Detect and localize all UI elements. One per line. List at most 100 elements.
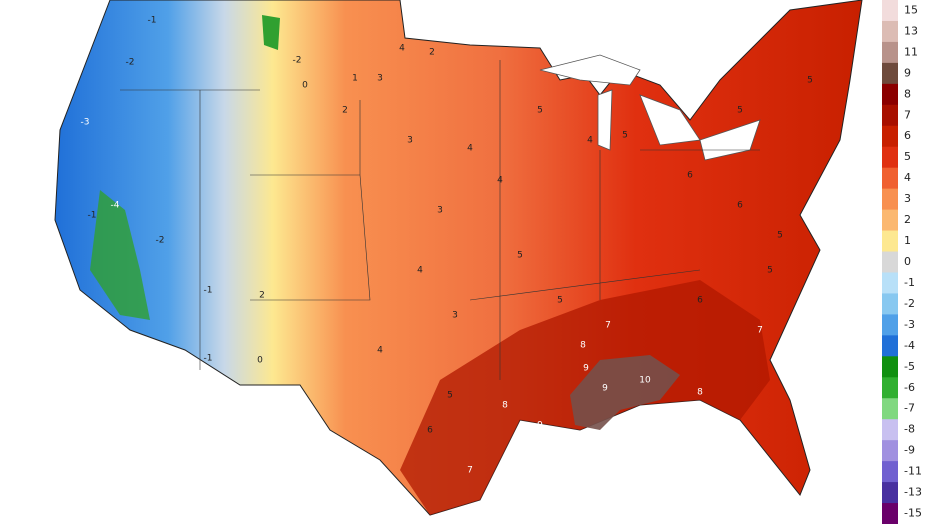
map-label: -3: [81, 118, 90, 128]
map-label: 5: [807, 76, 813, 86]
map-label: 10: [639, 376, 651, 386]
map-label: 8: [580, 341, 586, 351]
map-label: 2: [342, 106, 348, 116]
legend-swatch: [882, 0, 898, 22]
legend-swatch: [882, 440, 898, 462]
legend-label: -2: [904, 297, 915, 310]
legend: 15 13 11 9 8 7 6 5 4 3 2 1 0 -1 -2 -3 -4 -5 -6 -7 -8 -9 -11 -13…: [882, 0, 922, 524]
legend-label: 3: [904, 192, 911, 205]
legend-swatch: [882, 20, 898, 43]
legend-label: -6: [904, 381, 915, 394]
legend-swatch: [882, 83, 898, 106]
map-label: 4: [467, 144, 473, 154]
legend-label: 6: [904, 129, 911, 142]
legend-swatch: [882, 503, 898, 524]
legend-swatch: [882, 335, 898, 357]
state-borders: [120, 60, 760, 380]
map-label: 4: [497, 176, 503, 186]
legend-swatch: [882, 314, 898, 336]
map-label: -4: [111, 201, 120, 211]
map-label: 5: [767, 266, 773, 276]
legend-label: -4: [904, 339, 915, 352]
map-label: 6: [687, 171, 693, 181]
map-label: 5: [622, 131, 628, 141]
map-label: 2: [259, 291, 265, 301]
map-label: 3: [407, 136, 413, 146]
map-label: 7: [467, 466, 473, 476]
map-label: 6: [697, 296, 703, 306]
map-label: -2: [126, 58, 135, 68]
legend-label: 2: [904, 213, 911, 226]
map-label: 3: [437, 206, 443, 216]
legend-label: 9: [904, 66, 911, 79]
map-label: 5: [517, 251, 523, 261]
legend-swatch: [882, 188, 898, 211]
legend-label: -15: [904, 507, 922, 520]
legend-swatch: [882, 41, 898, 64]
map-label: 5: [777, 231, 783, 241]
map-label: 9: [583, 364, 589, 374]
map-label: 5: [537, 106, 543, 116]
map-label: 5: [737, 106, 743, 116]
legend-swatch: [882, 62, 898, 85]
map-label: 5: [557, 296, 563, 306]
map-label: 5: [447, 391, 453, 401]
legend-swatch: [882, 482, 898, 504]
map-label: 4: [377, 346, 383, 356]
map-label: 7: [605, 321, 611, 331]
map-label: 4: [417, 266, 423, 276]
legend-label: -13: [904, 486, 922, 499]
legend-swatch: [882, 251, 898, 273]
legend-swatch: [882, 356, 898, 378]
legend-label: 8: [904, 87, 911, 100]
map-label: 0: [302, 81, 308, 91]
map-labels: -1 -2 -3 -4 -1 -2 -1 -1 0 2 0 -2 1 2 3 2 4 3 4 3 4 3 4 5 6 7 8 9 4 5 5…: [81, 16, 813, 476]
legend-swatch: [882, 125, 898, 148]
legend-swatch: [882, 209, 898, 232]
map-label: 3: [452, 311, 458, 321]
montana-green: [262, 15, 280, 50]
legend-label: -5: [904, 360, 915, 373]
legend-label: -3: [904, 318, 915, 331]
map-label: 1: [352, 74, 358, 84]
legend-label: 15: [904, 3, 918, 16]
legend-label: 5: [904, 150, 911, 163]
map-label: -1: [204, 354, 213, 364]
map-label: 2: [429, 48, 435, 58]
california-green: [90, 190, 150, 320]
legend-label: -9: [904, 444, 915, 457]
legend-swatch: [882, 419, 898, 441]
legend-swatch: [882, 293, 898, 315]
map-label: 8: [697, 388, 703, 398]
legend-label: 1: [904, 234, 911, 247]
legend-swatch: [882, 146, 898, 169]
map-label: 0: [257, 356, 263, 366]
map-label: 6: [427, 426, 433, 436]
map-label: -1: [204, 286, 213, 296]
legend-label: 13: [904, 24, 918, 37]
map-label: -2: [293, 56, 302, 66]
map-label: 4: [399, 44, 405, 54]
legend-swatch: [882, 104, 898, 127]
great-lakes: [539, 54, 761, 161]
legend-swatch: [882, 398, 898, 420]
legend-label: -8: [904, 423, 915, 436]
map-label: 8: [502, 401, 508, 411]
legend-label: 11: [904, 45, 918, 58]
legend-label: 4: [904, 171, 911, 184]
map-label: 6: [737, 201, 743, 211]
map-label: 9: [602, 384, 608, 394]
gulf-hot-spot: [570, 355, 680, 430]
legend-swatch: [882, 377, 898, 399]
legend-label: 0: [904, 255, 911, 268]
legend-label: -11: [904, 465, 922, 478]
legend-swatch: [882, 272, 898, 294]
legend-label: 7: [904, 108, 911, 121]
map-label: 3: [377, 74, 383, 84]
map-label: 7: [757, 326, 763, 336]
map-label: 4: [587, 136, 593, 146]
map-label: -2: [156, 236, 165, 246]
legend-swatch: [882, 230, 898, 253]
map-label: 9: [537, 421, 543, 431]
